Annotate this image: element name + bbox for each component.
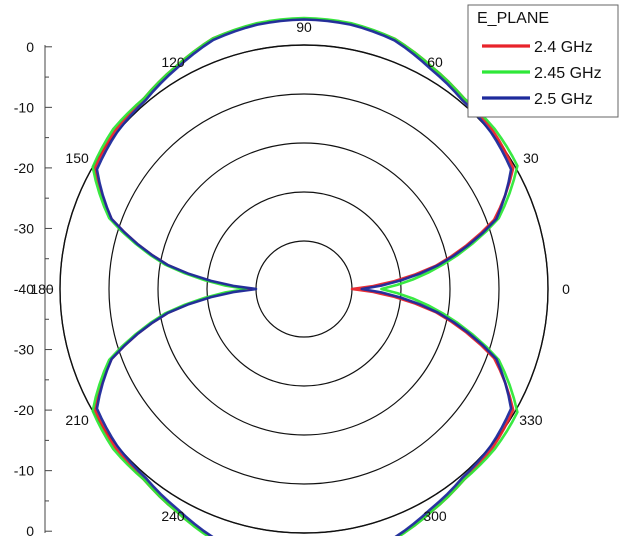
angle-label: 330: [519, 412, 543, 428]
angle-label: 300: [423, 508, 447, 524]
legend-items: 2.4 GHz 2.45 GHz 2.5 GHz: [482, 39, 602, 108]
angle-label: 150: [65, 150, 89, 166]
legend: E_PLANE 2.4 GHz 2.45 GHz 2.5 GHz: [467, 4, 619, 118]
angle-labels: 0306090120150180210240270300330: [30, 19, 570, 524]
polar-grid: [59, 44, 549, 534]
grid-circle: [59, 44, 549, 534]
series-line: [93, 17, 515, 536]
angle-label: 60: [427, 54, 443, 70]
angle-label: 0: [562, 281, 570, 297]
legend-label: 2.5 GHz: [534, 91, 593, 108]
radial-tick-label: -30: [14, 220, 34, 236]
radial-tick-label: 0: [26, 523, 34, 536]
grid-circle: [108, 93, 500, 485]
outer-boundary: [59, 44, 549, 534]
angle-label: 210: [65, 412, 89, 428]
angle-label: 240: [161, 508, 185, 524]
angle-label: 120: [161, 54, 185, 70]
series-layer: [91, 16, 519, 536]
radial-tick-label: -20: [14, 160, 34, 176]
radial-tick-label: -20: [14, 402, 34, 418]
grid-circle: [255, 240, 353, 338]
grid-circle: [206, 191, 402, 387]
radial-tick-label: -10: [14, 99, 34, 115]
series-line: [95, 18, 513, 536]
legend-label: 2.45 GHz: [534, 65, 602, 82]
angle-label: 30: [523, 150, 539, 166]
radial-tick-label: -30: [14, 342, 34, 358]
radial-tick-label: -10: [14, 463, 34, 479]
grid-circle: [157, 142, 451, 436]
angle-label: 90: [296, 19, 312, 35]
legend-label: 2.4 GHz: [534, 39, 593, 56]
radial-tick-label: 0: [26, 39, 34, 55]
radial-axis: 0 -10 -20 -30 -40 -30 -20 -10 0: [14, 39, 52, 536]
angle-label: 180: [30, 281, 54, 297]
radial-tick-label: -40: [14, 281, 34, 297]
legend-title: E_PLANE: [477, 10, 549, 27]
series-line: [91, 16, 519, 536]
